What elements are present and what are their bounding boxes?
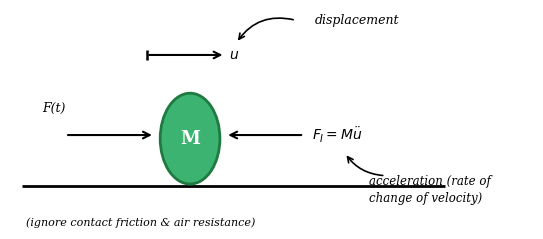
- Text: acceleration (rate of: acceleration (rate of: [369, 175, 491, 188]
- Ellipse shape: [160, 93, 220, 184]
- Text: change of velocity): change of velocity): [369, 192, 483, 205]
- Text: $F_I = M\ddot{u}$: $F_I = M\ddot{u}$: [312, 125, 363, 145]
- Text: M: M: [180, 130, 200, 148]
- Text: (ignore contact friction & air resistance): (ignore contact friction & air resistanc…: [27, 217, 256, 228]
- Text: F(t): F(t): [42, 102, 66, 115]
- Text: displacement: displacement: [315, 14, 400, 27]
- Text: $u$: $u$: [229, 48, 239, 62]
